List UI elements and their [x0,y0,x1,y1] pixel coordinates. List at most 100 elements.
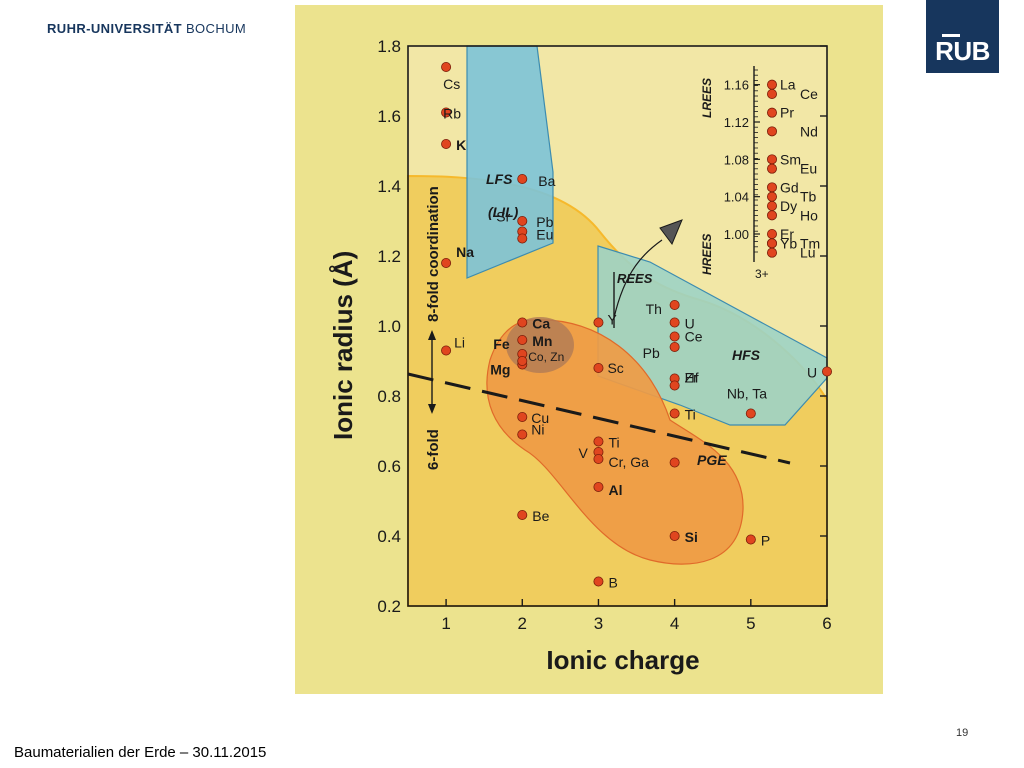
region-label-pge: PGE [697,452,727,468]
ree-label: Dy [780,198,797,214]
ree-point [767,107,778,118]
ree-point [767,163,778,174]
ree-point [767,79,778,90]
logo-bar [942,34,960,37]
region-label-hfs: HFS [732,347,761,363]
ree-point [767,210,778,221]
ree-label: Ce [800,86,818,102]
data-point [517,317,528,328]
axis-ticks: 0.2 0.4 0.6 0.8 1.0 1.2 1.4 1.6 1.8 1 2 3 4 5 6 [377,37,831,633]
rub-logo: RUB [926,0,999,73]
data-point [517,334,528,345]
inset-tick-label: 1.16 [724,78,749,93]
point-label: V [578,445,588,461]
data-point [517,173,528,184]
ree-curve [613,239,663,319]
data-point [517,215,528,226]
ree-label: Eu [800,161,817,177]
data-point [669,331,680,342]
ree-label: La [780,77,796,93]
region-label-lfs: LFS [486,171,513,187]
university-name-thin: BOCHUM [185,21,247,36]
ree-point [767,200,778,211]
y-axis-label: Ionic radius (Å) [328,251,358,440]
data-point [669,341,680,352]
x-axis-label: Ionic charge [546,645,699,675]
inset-tick-label: 1.04 [724,190,749,205]
y-tick-label: 0.8 [377,387,401,406]
data-point [593,481,604,492]
lrees-label: LREES [700,78,714,118]
data-point [593,362,604,373]
point-label: Na [456,244,474,260]
data-point [517,411,528,422]
y-tick-label: 1.2 [377,247,401,266]
ree-point [767,89,778,100]
hrees-label: HREES [700,234,714,275]
data-point [517,429,528,440]
ree-charge-label: 3+ [755,267,769,281]
ree-label: Er [780,226,794,242]
data-point [593,436,604,447]
data-point [593,453,604,464]
ree-point [767,228,778,239]
point-label: P [761,533,770,549]
data-point [517,509,528,520]
data-point [441,138,452,149]
point-label: Pb [536,214,553,230]
x-tick-label: 2 [518,614,527,633]
eightfold-coordination-label: 8-fold coordination [425,186,442,322]
lfs-region [466,45,554,279]
point-label: Rb [443,106,461,122]
y-tick-label: 1.6 [377,107,401,126]
point-label: Mn [532,333,552,349]
data-point [745,408,756,419]
point-label: Hf [685,370,699,386]
point-label: Nb, Ta [727,386,767,402]
point-label: Y [607,312,617,328]
data-point [441,107,452,118]
data-point [669,457,680,468]
point-label: Co, Zn [528,350,564,364]
ree-label: Lu [800,245,816,261]
y-tick-label: 1.0 [377,317,401,336]
y-tick-label: 1.8 [377,37,401,56]
point-label: Zr [685,370,699,386]
point-label: Li [454,335,465,351]
point-label: Ni [531,422,544,438]
point-label: Be [532,508,549,524]
ree-point [767,126,778,137]
coordination-arrow-down [428,404,436,414]
point-label: Cu [531,410,549,426]
point-label: Cs [443,76,460,92]
point-label: Pb [643,345,660,361]
data-point [669,408,680,419]
data-point [745,534,756,545]
inset-tick-label: 1.08 [724,152,749,167]
point-label: Al [608,482,622,498]
point-label: U [685,316,695,332]
point-label: Ce [685,329,703,345]
page-number: 19 [956,727,969,739]
university-name: RUHR-UNIVERSITÄT BOCHUM [47,21,246,36]
data-point [517,233,528,244]
data-point [441,62,452,73]
ree-point [767,247,778,258]
region-label-rees: REES [617,271,653,286]
ree-point [767,191,778,202]
university-name-bold: RUHR-UNIVERSITÄT [47,21,182,36]
point-label: Cr, Ga [608,454,649,470]
footer-text: Baumaterialien der Erde – 30.11.2015 [14,744,267,761]
point-label: Mg [490,362,510,378]
ree-label: Tm [800,235,820,251]
x-tick-label: 6 [822,614,831,633]
ree-point [767,238,778,249]
point-label: U [807,365,817,381]
data-point [441,257,452,268]
x-tick-label: 1 [441,614,450,633]
ree-point [767,182,778,193]
point-label: Ca [532,316,550,332]
